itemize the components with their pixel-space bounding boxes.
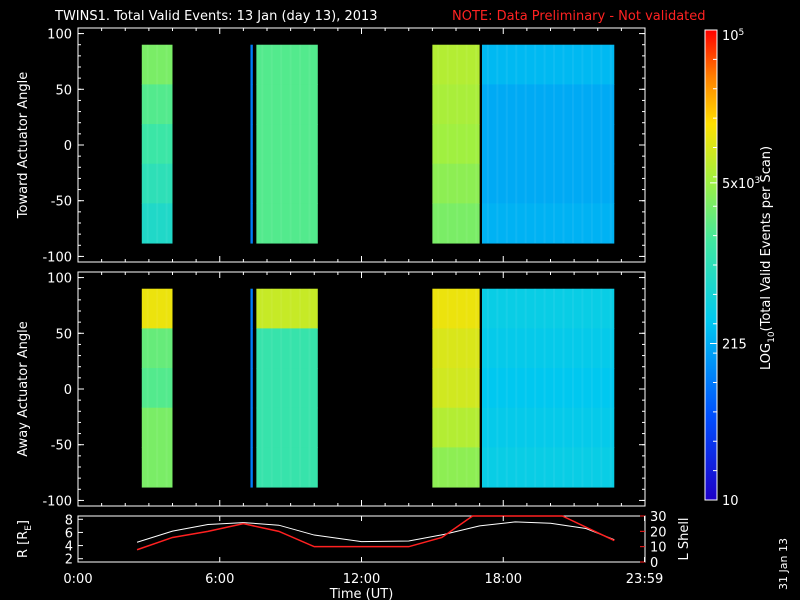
- colorbar-tick-label: 215: [722, 337, 747, 352]
- y-tick-label: -100: [42, 494, 72, 509]
- heatmap-cell: [256, 288, 318, 329]
- heatmap-cell: [141, 328, 173, 369]
- heatmap-cell: [250, 84, 253, 125]
- heatmap-cell: [481, 163, 615, 204]
- heatmap-cell: [250, 328, 253, 369]
- heatmap-cell: [256, 368, 318, 409]
- heatmap-cell: [432, 124, 480, 165]
- x-tick-label: 18:00: [485, 572, 522, 587]
- heatmap-cell: [432, 447, 480, 488]
- heatmap-cell: [256, 447, 318, 488]
- heatmap-cell: [481, 44, 615, 85]
- heatmap-cell: [481, 328, 615, 369]
- heatmap-cell: [250, 203, 253, 244]
- heatmap-cell: [432, 328, 480, 369]
- y-tick-label: 6: [65, 526, 73, 541]
- heatmap-cell: [432, 84, 480, 125]
- colorbar: 105 5x103 215 10: [704, 28, 760, 509]
- colorbar-label: LOG10(Total Valid Events per Scan): [759, 146, 777, 370]
- heatmap-cell: [481, 368, 615, 409]
- heatmap-cell: [481, 124, 615, 165]
- heatmap-cell: [481, 407, 615, 448]
- y-tick-label: 2: [65, 553, 73, 568]
- heatmap-cell: [256, 407, 318, 448]
- heatmap-cell: [256, 84, 318, 125]
- heatmap-cell: [250, 124, 253, 165]
- y-axis-label: Away Actuator Angle: [16, 321, 31, 456]
- heatmap-cell: [256, 124, 318, 165]
- x-tick-label: 0:00: [63, 572, 92, 587]
- heatmap-cell: [256, 328, 318, 369]
- date-stamp: 31 Jan 13: [777, 538, 790, 590]
- heatmap-cell: [250, 288, 253, 329]
- heatmap-cell: [481, 288, 615, 329]
- y-tick-label: -50: [51, 439, 72, 454]
- plot-title: TWINS1. Total Valid Events: 13 Jan (day …: [54, 9, 378, 24]
- preliminary-note: NOTE: Data Preliminary - Not validated: [452, 9, 706, 24]
- heatmap-cell: [141, 203, 173, 244]
- x-tick-label: 6:00: [205, 572, 234, 587]
- r-line: [136, 521, 615, 543]
- heatmap-cell: [141, 84, 173, 125]
- heatmap-cell: [432, 288, 480, 329]
- heatmap-cell: [432, 44, 480, 85]
- heatmap-cell: [250, 368, 253, 409]
- y-tick-label: 50: [55, 327, 72, 342]
- x-tick-label: 12:00: [343, 572, 380, 587]
- y2-tick-label: 20: [650, 525, 667, 540]
- heatmap-cell: [432, 203, 480, 244]
- y2-tick-label: 30: [650, 510, 667, 525]
- y-tick-label: 0: [64, 383, 72, 398]
- heatmap-cell: [481, 203, 615, 244]
- heatmap-cell: [141, 163, 173, 204]
- heatmap-cell: [481, 447, 615, 488]
- l-shell-axis-label: L Shell: [677, 517, 692, 560]
- heatmap-cell: [481, 84, 615, 125]
- colorbar-tick-label: 10: [722, 494, 739, 509]
- heatmap-cell: [141, 124, 173, 165]
- heatmap-cell: [432, 163, 480, 204]
- l-shell-line: [136, 515, 615, 551]
- heatmap-cell: [432, 368, 480, 409]
- x-tick-label: 23:59: [626, 572, 663, 587]
- y-tick-label: 4: [65, 540, 73, 555]
- heatmap-cell: [141, 368, 173, 409]
- heatmap-cell: [141, 288, 173, 329]
- colorbar-tick-label: 105: [722, 28, 744, 44]
- y-tick-label: 100: [47, 272, 72, 287]
- away-panel: -100 -50 0 50 100 Away Actuator Angle: [16, 271, 646, 509]
- plot-frame: [77, 515, 646, 563]
- heatmap-cell: [256, 203, 318, 244]
- x-axis-label: Time (UT): [329, 587, 394, 600]
- y2-tick-label: 0: [650, 556, 658, 571]
- heatmap-cell: [256, 163, 318, 204]
- y-tick-label: 50: [55, 83, 72, 98]
- heatmap-cell: [256, 44, 318, 85]
- heatmap-cell: [141, 44, 173, 85]
- toward-panel: -100 -50 0 50 100 Toward Actuator Angle: [16, 27, 646, 265]
- y2-tick-label: 10: [650, 541, 667, 556]
- heatmap-cell: [432, 407, 480, 448]
- y-tick-label: 8: [65, 513, 73, 528]
- heatmap-cell: [250, 407, 253, 448]
- colorbar-tick-label: 5x103: [722, 176, 760, 192]
- heatmap-cell: [141, 407, 173, 448]
- heatmap-cell: [250, 447, 253, 488]
- y-tick-label: 100: [47, 28, 72, 43]
- y-axis-label: Toward Actuator Angle: [16, 72, 31, 219]
- r-axis-label: R [RE]: [16, 520, 34, 558]
- y-tick-label: -50: [51, 195, 72, 210]
- heatmap-cell: [141, 447, 173, 488]
- heatmap-cell: [250, 163, 253, 204]
- y-tick-label: -100: [42, 250, 72, 265]
- y-tick-label: 0: [64, 139, 72, 154]
- heatmap-cell: [250, 44, 253, 85]
